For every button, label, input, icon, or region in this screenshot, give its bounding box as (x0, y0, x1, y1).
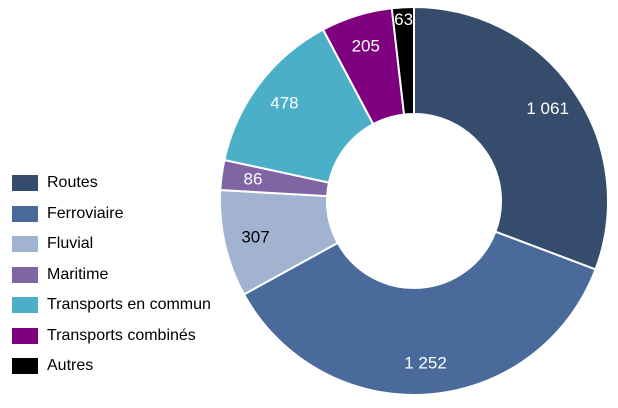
legend-swatch (12, 358, 38, 375)
legend-swatch (12, 266, 38, 283)
legend-swatch (12, 297, 38, 314)
data-label-ferroviaire: 1 252 (404, 354, 447, 373)
legend-item-fluvial: Fluvial (12, 229, 211, 260)
legend-item-ferroviaire: Ferroviaire (12, 199, 211, 230)
legend-swatch (12, 327, 38, 344)
legend: Routes Ferroviaire Fluvial Maritime Transpor… (12, 168, 211, 382)
legend-item-autres: Autres (12, 351, 211, 382)
legend-item-routes: Routes (12, 168, 211, 199)
legend-swatch (12, 205, 38, 222)
slices-layer (219, 5, 609, 396)
legend-label: Autres (47, 357, 94, 375)
legend-item-maritime: Maritime (12, 260, 211, 291)
legend-item-transports-en-commun: Transports en commun (12, 290, 211, 321)
data-label-routes: 1 061 (526, 99, 569, 118)
legend-label: Transports combinés (47, 326, 196, 344)
legend-swatch (12, 236, 38, 253)
slice-ferroviaire (242, 230, 597, 396)
slice-routes (413, 5, 609, 271)
legend-item-transports-combin-s: Transports combinés (12, 321, 211, 352)
slice-autres (390, 5, 415, 116)
data-label-transports-combin-s: 205 (352, 36, 380, 55)
labels-layer: 1 061 1 252 307 86 478 205 63 (241, 10, 569, 373)
legend-swatch (12, 175, 38, 192)
data-label-maritime: 86 (244, 170, 263, 189)
data-label-transports-en-commun: 478 (270, 93, 298, 112)
data-label-autres: 63 (394, 10, 413, 29)
data-label-fluvial: 307 (241, 227, 269, 246)
slice-transports-en-commun (223, 28, 375, 184)
legend-label: Fluvial (47, 235, 94, 253)
legend-label: Maritime (47, 265, 109, 283)
legend-label: Ferroviaire (47, 204, 124, 222)
legend-label: Transports en commun (47, 296, 211, 314)
legend-label: Routes (47, 174, 98, 192)
